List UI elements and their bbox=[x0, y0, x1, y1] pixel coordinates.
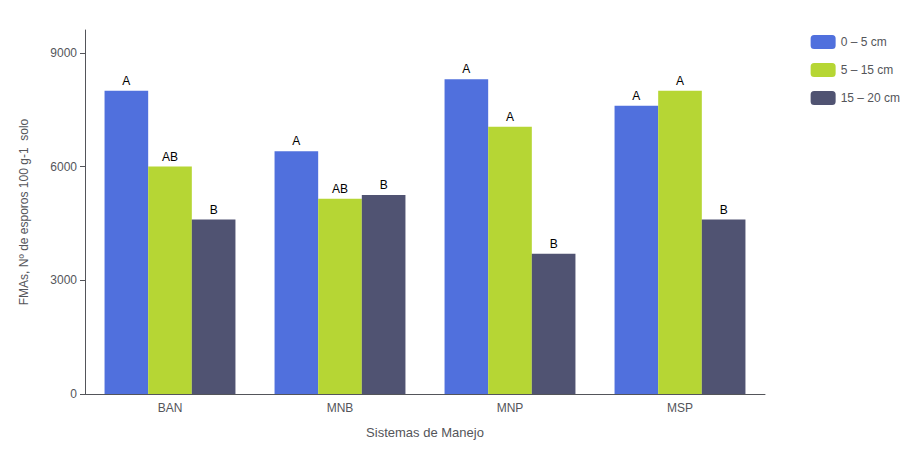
svg-text:BAN: BAN bbox=[158, 401, 183, 415]
svg-text:9000: 9000 bbox=[50, 46, 77, 60]
svg-text:A: A bbox=[292, 134, 300, 148]
svg-text:6000: 6000 bbox=[50, 160, 77, 174]
svg-text:B: B bbox=[550, 237, 558, 251]
svg-text:MNP: MNP bbox=[497, 401, 524, 415]
svg-text:B: B bbox=[720, 203, 728, 217]
svg-text:MSP: MSP bbox=[667, 401, 693, 415]
svg-text:A: A bbox=[122, 74, 130, 88]
svg-text:0 – 5 cm: 0 – 5 cm bbox=[841, 35, 887, 49]
svg-text:A: A bbox=[676, 74, 684, 88]
svg-text:A: A bbox=[632, 89, 640, 103]
svg-text:3000: 3000 bbox=[50, 273, 77, 287]
svg-text:Sistemas de Manejo: Sistemas de Manejo bbox=[366, 425, 484, 440]
svg-text:A: A bbox=[506, 110, 514, 124]
svg-text:15 – 20 cm: 15 – 20 cm bbox=[841, 91, 900, 105]
svg-text:AB: AB bbox=[162, 150, 178, 164]
svg-text:0: 0 bbox=[70, 387, 77, 401]
svg-text:B: B bbox=[380, 178, 388, 192]
svg-text:5 – 15 cm: 5 – 15 cm bbox=[841, 63, 894, 77]
svg-text:AB: AB bbox=[332, 182, 348, 196]
svg-text:MNB: MNB bbox=[327, 401, 354, 415]
svg-text:FMAs, Nº de esporos 100 g-1 s: FMAs, Nº de esporos 100 g-1 solo bbox=[17, 118, 31, 305]
svg-text:A: A bbox=[462, 62, 470, 76]
svg-text:B: B bbox=[210, 203, 218, 217]
